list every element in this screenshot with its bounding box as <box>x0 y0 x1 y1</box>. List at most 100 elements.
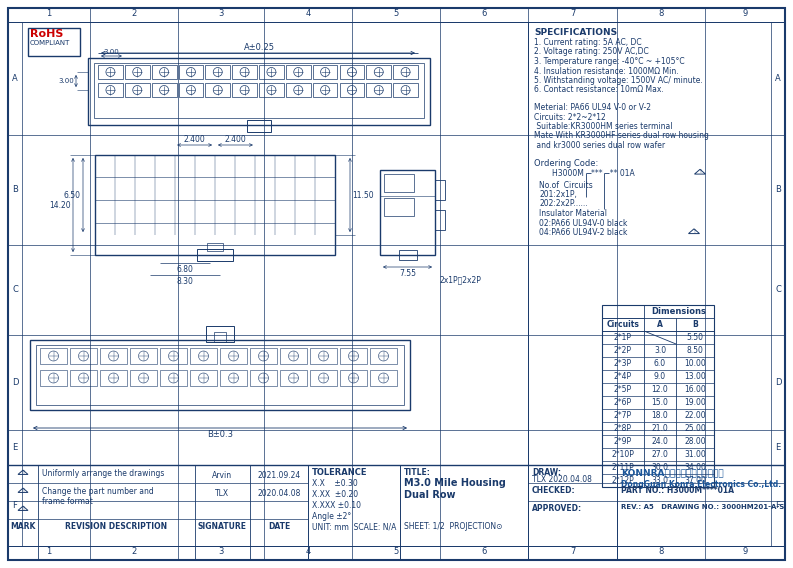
Text: 2: 2 <box>132 547 136 556</box>
Text: KONNRA东莞市康瑞电子有限公司: KONNRA东莞市康瑞电子有限公司 <box>621 468 724 477</box>
Text: 7.55: 7.55 <box>399 269 416 278</box>
Text: Meterial: PA66 UL94 V-0 or V-2: Meterial: PA66 UL94 V-0 or V-2 <box>534 103 651 112</box>
Text: 31.00: 31.00 <box>684 450 706 459</box>
Text: A: A <box>12 74 18 83</box>
Text: 8.50: 8.50 <box>687 346 703 355</box>
Text: No.of  Circuits: No.of Circuits <box>539 181 592 190</box>
Text: 3: 3 <box>218 9 224 18</box>
Bar <box>70 348 97 364</box>
Text: 9: 9 <box>742 9 748 18</box>
Bar <box>206 326 234 342</box>
Text: and kr3000 series dual row wafer: and kr3000 series dual row wafer <box>534 141 665 150</box>
Bar <box>285 65 311 79</box>
Text: DRAW:: DRAW: <box>532 468 561 477</box>
Text: 202:2x2P......: 202:2x2P...... <box>539 199 588 208</box>
Bar <box>370 348 397 364</box>
Bar <box>340 348 367 364</box>
Text: SPECIFICATIONS: SPECIFICATIONS <box>534 28 617 37</box>
Text: F: F <box>13 501 17 510</box>
Text: MARK: MARK <box>10 522 36 531</box>
Text: 12.0: 12.0 <box>652 385 668 394</box>
Bar <box>310 348 337 364</box>
Text: B: B <box>12 186 18 194</box>
Text: COMPLIANT: COMPLIANT <box>30 40 71 46</box>
Bar <box>100 348 127 364</box>
Text: M3.0 Mile Housing
Dual Row: M3.0 Mile Housing Dual Row <box>404 478 506 500</box>
Text: 25.00: 25.00 <box>684 424 706 433</box>
Text: REV.: A5   DRAWING NO.: 3000HM201-A-S: REV.: A5 DRAWING NO.: 3000HM201-A-S <box>621 504 784 510</box>
Text: TLX: TLX <box>215 489 229 498</box>
Text: 02:PA66 UL94V-0 black: 02:PA66 UL94V-0 black <box>539 219 627 228</box>
Text: 6. Contact resistance: 10mΩ Max.: 6. Contact resistance: 10mΩ Max. <box>534 86 664 94</box>
Text: 37.00: 37.00 <box>684 476 706 485</box>
Text: 22.00: 22.00 <box>684 411 706 420</box>
Text: 4: 4 <box>305 9 311 18</box>
Bar <box>285 83 311 97</box>
Text: E: E <box>13 443 17 452</box>
Bar <box>205 83 230 97</box>
Text: 15.0: 15.0 <box>652 398 668 407</box>
Text: DongGuan Konra Electronics Co.,Ltd.: DongGuan Konra Electronics Co.,Ltd. <box>621 480 781 489</box>
Text: 2*7P: 2*7P <box>614 411 632 420</box>
Text: 2x1P，2x2P: 2x1P，2x2P <box>440 275 482 284</box>
Bar <box>98 65 123 79</box>
Text: Ordering Code:: Ordering Code: <box>534 158 598 168</box>
Text: 2: 2 <box>132 9 136 18</box>
Text: X.XX  ±0.20: X.XX ±0.20 <box>312 490 358 499</box>
Text: !: ! <box>693 229 695 234</box>
Text: 24.0: 24.0 <box>652 437 668 446</box>
Text: !: ! <box>22 506 24 511</box>
Text: 8: 8 <box>658 9 664 18</box>
Text: Angle ±2°: Angle ±2° <box>312 512 351 521</box>
Bar <box>197 249 233 261</box>
Text: 2*3P: 2*3P <box>614 359 632 368</box>
Text: 6: 6 <box>481 9 487 18</box>
Bar <box>280 370 307 386</box>
Text: 10.00: 10.00 <box>684 359 706 368</box>
Text: 201:2x1P,: 201:2x1P, <box>539 190 577 199</box>
Bar <box>602 305 714 487</box>
Bar <box>250 348 277 364</box>
Text: 21.0: 21.0 <box>652 424 668 433</box>
Bar <box>259 83 284 97</box>
Text: DATE: DATE <box>268 522 290 531</box>
Text: 28.00: 28.00 <box>684 437 706 446</box>
Text: 9.0: 9.0 <box>654 372 666 381</box>
Text: 18.0: 18.0 <box>652 411 668 420</box>
Text: 1. Current rating: 5A AC, DC: 1. Current rating: 5A AC, DC <box>534 38 642 47</box>
Bar <box>220 348 247 364</box>
Bar <box>88 58 430 125</box>
Bar <box>190 370 217 386</box>
Text: A: A <box>775 74 781 83</box>
Bar <box>280 348 307 364</box>
Text: Change the part number and
frame format: Change the part number and frame format <box>42 487 154 507</box>
Text: 3.00: 3.00 <box>58 78 74 84</box>
Text: Uniformly arrange the drawings: Uniformly arrange the drawings <box>42 469 164 478</box>
Text: !: ! <box>22 488 24 493</box>
Bar <box>207 243 223 251</box>
Text: !: ! <box>22 470 24 475</box>
Bar <box>399 250 416 260</box>
Bar <box>160 348 187 364</box>
Bar <box>178 83 203 97</box>
Bar <box>100 370 127 386</box>
Text: SHEET: 1/2  PROJECTION⊙: SHEET: 1/2 PROJECTION⊙ <box>404 522 503 531</box>
Text: Insulator Material: Insulator Material <box>539 209 607 218</box>
Text: 19.00: 19.00 <box>684 398 706 407</box>
Text: 27.0: 27.0 <box>652 450 668 459</box>
Bar <box>366 83 391 97</box>
Text: 2*10P: 2*10P <box>611 450 634 459</box>
Bar <box>28 28 80 56</box>
Bar <box>125 65 150 79</box>
Text: B±0.3: B±0.3 <box>207 430 233 439</box>
Text: Circuits: 2*2~2*12: Circuits: 2*2~2*12 <box>534 112 606 122</box>
Bar <box>30 340 410 410</box>
Text: 7: 7 <box>570 9 575 18</box>
Text: 2020.04.08: 2020.04.08 <box>257 489 301 498</box>
Text: 11.50: 11.50 <box>352 190 374 199</box>
Text: PART NO.: H3000M****01A: PART NO.: H3000M****01A <box>621 486 734 495</box>
Text: 2*2P: 2*2P <box>614 346 632 355</box>
Text: 5: 5 <box>393 547 399 556</box>
Text: TITLE:: TITLE: <box>404 468 431 477</box>
Bar <box>220 370 247 386</box>
